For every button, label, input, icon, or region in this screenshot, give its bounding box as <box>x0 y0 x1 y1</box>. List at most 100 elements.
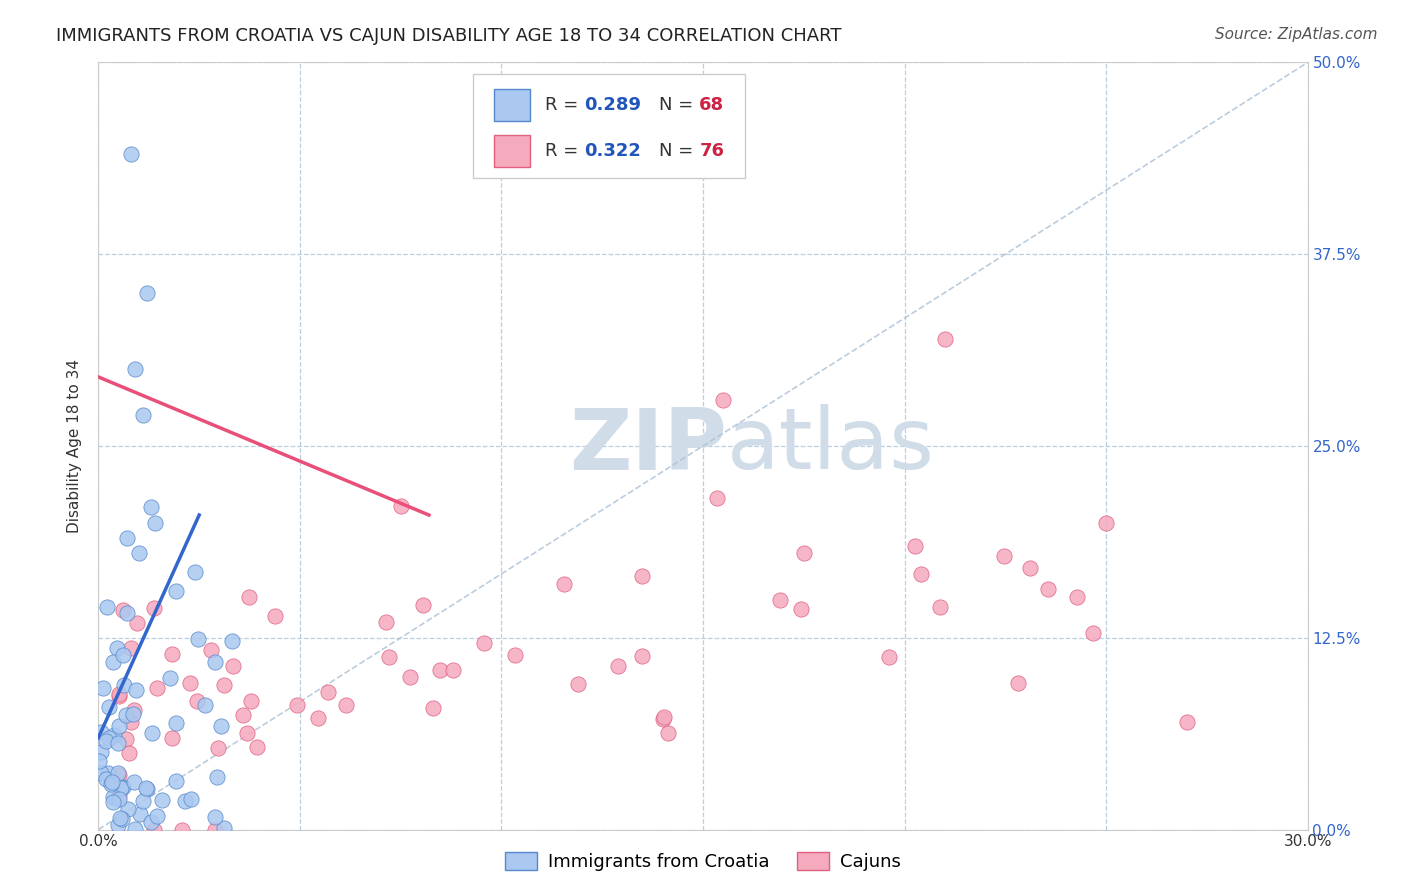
Point <box>97 700 120 714</box>
Point <box>222 659 245 673</box>
Point <box>128 546 150 560</box>
Point <box>1036 582 1059 596</box>
Point <box>877 650 900 665</box>
Point <box>235 725 257 739</box>
Point <box>335 698 357 712</box>
Point <box>630 569 652 583</box>
Point <box>122 775 145 789</box>
Point <box>264 609 287 624</box>
Point <box>412 599 434 613</box>
Point <box>108 792 131 806</box>
Point <box>136 781 159 796</box>
Point <box>91 681 114 696</box>
Point <box>111 603 134 617</box>
Point <box>110 781 132 796</box>
Point <box>107 688 129 702</box>
Text: 68: 68 <box>699 95 724 113</box>
Point <box>768 593 790 607</box>
Point <box>139 815 162 830</box>
Point <box>204 822 226 837</box>
Point <box>114 708 136 723</box>
Text: R =: R = <box>544 95 583 113</box>
Point <box>160 647 183 661</box>
Point <box>107 690 129 704</box>
Point <box>179 676 201 690</box>
Point <box>652 710 675 724</box>
Point <box>125 682 148 697</box>
Point <box>207 741 229 756</box>
Point <box>307 711 329 725</box>
Point <box>711 392 734 407</box>
Point <box>150 793 173 807</box>
Point <box>200 643 222 657</box>
Point <box>567 677 589 691</box>
Text: Source: ZipAtlas.com: Source: ZipAtlas.com <box>1215 27 1378 42</box>
Point <box>553 577 575 591</box>
Point <box>132 794 155 808</box>
Point <box>98 731 121 746</box>
Text: N =: N = <box>659 95 699 113</box>
Point <box>789 601 811 615</box>
Point <box>211 719 233 733</box>
Point <box>101 775 124 789</box>
Point <box>793 546 815 560</box>
Point <box>120 715 142 730</box>
Point <box>124 703 146 717</box>
Point <box>105 640 128 655</box>
Point <box>107 765 129 780</box>
Point <box>112 648 135 662</box>
Text: 76: 76 <box>699 142 724 160</box>
Point <box>378 650 401 665</box>
Point <box>318 685 340 699</box>
Point <box>117 802 139 816</box>
Point <box>194 698 217 712</box>
Point <box>285 698 308 712</box>
Point <box>204 655 226 669</box>
Point <box>165 583 187 598</box>
Point <box>96 734 118 748</box>
Point <box>1007 676 1029 690</box>
Y-axis label: Disability Age 18 to 34: Disability Age 18 to 34 <box>67 359 83 533</box>
FancyBboxPatch shape <box>494 88 530 120</box>
Point <box>103 728 125 742</box>
Point <box>117 747 139 761</box>
Point <box>120 640 142 655</box>
Point <box>389 499 412 513</box>
Text: IMMIGRANTS FROM CROATIA VS CAJUN DISABILITY AGE 18 TO 34 CORRELATION CHART: IMMIGRANTS FROM CROATIA VS CAJUN DISABIL… <box>56 27 842 45</box>
Point <box>1019 561 1042 575</box>
Point <box>103 790 125 805</box>
Text: R =: R = <box>544 142 583 160</box>
Point <box>221 633 243 648</box>
Point <box>115 606 138 620</box>
Point <box>910 567 932 582</box>
Point <box>630 648 652 663</box>
Point <box>422 700 444 714</box>
Point <box>606 658 628 673</box>
Point <box>89 754 111 768</box>
Point <box>1095 516 1118 530</box>
Point <box>652 712 675 726</box>
Point <box>1066 590 1088 604</box>
Point <box>186 694 208 708</box>
Point <box>429 663 451 677</box>
Point <box>97 765 120 780</box>
Point <box>172 822 194 837</box>
Point <box>120 147 142 161</box>
Point <box>904 539 927 553</box>
Point <box>187 632 209 646</box>
Point <box>108 811 131 825</box>
Point <box>107 719 129 733</box>
Point <box>142 600 165 615</box>
Point <box>165 773 187 788</box>
Point <box>110 780 132 794</box>
Point <box>124 822 146 837</box>
Point <box>205 770 228 784</box>
Point <box>135 285 157 300</box>
Point <box>1083 626 1105 640</box>
Legend: Immigrants from Croatia, Cajuns: Immigrants from Croatia, Cajuns <box>498 845 908 879</box>
Point <box>165 716 187 731</box>
Text: 0.289: 0.289 <box>585 95 641 113</box>
Point <box>238 590 260 604</box>
Point <box>159 671 181 685</box>
Point <box>929 600 952 615</box>
